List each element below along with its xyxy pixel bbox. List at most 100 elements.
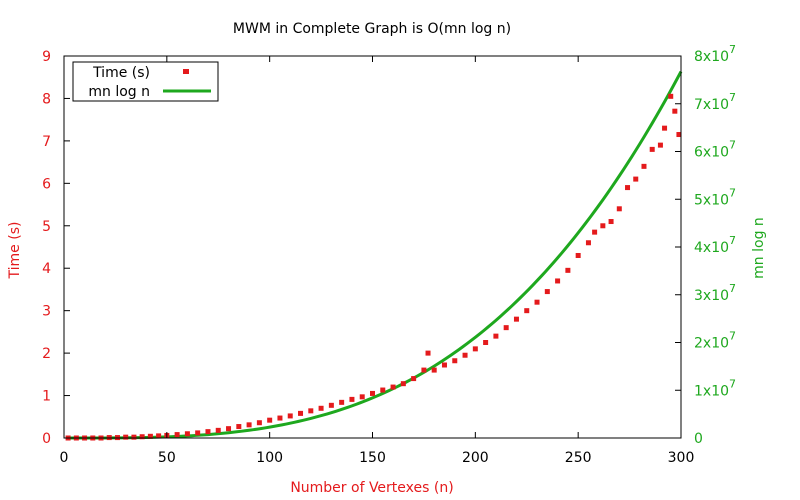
data-point-time	[380, 387, 386, 393]
data-point-time	[555, 278, 561, 284]
chart-title: MWM in Complete Graph is O(mn log n)	[233, 21, 511, 37]
y-left-tick-label: 8	[42, 91, 51, 107]
y-right-tick-label: 2x107	[694, 330, 736, 352]
data-point-time	[277, 415, 283, 421]
y-left-tick-label: 0	[42, 431, 51, 447]
x-axis-label: Number of Vertexes (n)	[290, 480, 453, 496]
data-point-time	[585, 240, 591, 246]
y-axis-right: 0 1x107 2x107 3x107 4x107 5x107 6x107 7x107 8x10…	[675, 43, 736, 447]
data-point-time	[592, 229, 598, 235]
data-point-time	[184, 431, 190, 437]
data-point-time	[205, 429, 211, 435]
data-point-time	[657, 142, 663, 148]
data-point-time	[174, 432, 180, 438]
data-point-time	[493, 333, 499, 339]
data-point-time	[662, 125, 668, 131]
data-point-time	[441, 362, 447, 368]
data-point-time	[483, 340, 489, 345]
y-axis-left: 0 1 2 3 4 5 6 7 8 9	[42, 49, 70, 447]
x-tick-label: 150	[359, 450, 386, 466]
data-point-time	[668, 93, 674, 99]
y-left-tick-label: 5	[42, 219, 51, 235]
x-tick-label: 300	[668, 450, 695, 466]
y-left-tick-label: 6	[42, 176, 51, 192]
data-point-time	[370, 390, 375, 396]
data-point-time	[359, 394, 365, 400]
data-point-time	[215, 427, 221, 433]
data-point-time	[616, 206, 622, 212]
data-point-time	[676, 132, 682, 138]
y-left-tick-label: 9	[42, 49, 51, 65]
data-point-time	[246, 422, 252, 428]
data-point-time	[139, 434, 145, 440]
x-axis: 0 50 100 150 200 250 300	[60, 56, 695, 466]
data-point-time	[147, 433, 153, 439]
data-point-time	[672, 108, 678, 114]
x-tick-label: 50	[158, 450, 176, 466]
data-point-time	[452, 358, 458, 364]
y-axis-right-label: mn log n	[751, 217, 767, 279]
data-point-time	[633, 176, 639, 182]
data-point-time	[308, 408, 314, 414]
y-right-tick-label: 7x107	[694, 91, 736, 113]
y-right-tick-label: 5x107	[694, 186, 736, 208]
data-point-time	[411, 376, 417, 382]
data-point-time	[462, 352, 468, 358]
data-point-time	[472, 346, 478, 352]
legend-swatch-time	[183, 69, 189, 74]
y-right-tick-label: 6x107	[694, 139, 736, 161]
data-point-time	[298, 410, 304, 416]
series-line-mn-log-n	[68, 70, 683, 440]
data-point-time	[256, 420, 262, 426]
data-point-time	[349, 396, 355, 402]
plot-frame	[63, 55, 682, 439]
data-point-time	[608, 219, 614, 225]
y-left-tick-label: 1	[42, 389, 51, 405]
data-point-time	[328, 402, 334, 408]
data-point-time	[534, 299, 540, 305]
data-point-time	[641, 163, 647, 169]
y-right-tick-label: 3x107	[694, 282, 736, 304]
legend-label-mn-log-n: mn log n	[88, 84, 150, 100]
x-tick-label: 250	[565, 450, 592, 466]
y-right-tick-label: 0	[694, 431, 703, 447]
y-right-tick-label: 1x107	[694, 377, 736, 399]
x-tick-label: 100	[256, 450, 283, 466]
data-point-time	[524, 308, 530, 314]
data-point-time	[195, 430, 201, 436]
data-point-time	[425, 350, 431, 356]
data-point-time	[226, 426, 232, 432]
y-right-tick-label: 4x107	[694, 234, 736, 256]
data-point-time	[339, 399, 345, 405]
x-tick-label: 0	[60, 450, 69, 466]
y-axis-left-label: Time (s)	[7, 222, 23, 280]
data-point-time	[503, 325, 509, 331]
series-mn-log-n-layer	[68, 70, 683, 440]
y-right-tick-label: 8x107	[694, 43, 736, 65]
data-point-time	[513, 316, 519, 322]
legend: Time (s) mn log n	[72, 61, 219, 102]
data-point-time	[318, 405, 324, 411]
data-point-time	[421, 367, 427, 373]
data-point-time	[625, 185, 631, 191]
legend-box	[72, 61, 219, 102]
data-point-time	[400, 381, 406, 387]
data-point-time	[649, 146, 655, 152]
data-point-time	[236, 424, 242, 430]
y-left-tick-label: 4	[42, 261, 51, 277]
data-point-time	[575, 252, 581, 258]
data-point-time	[287, 413, 293, 419]
y-left-tick-label: 7	[42, 134, 51, 150]
data-point-time	[390, 384, 396, 390]
y-left-tick-label: 2	[42, 346, 51, 362]
data-point-time	[131, 434, 137, 440]
data-point-time	[600, 223, 606, 229]
series-time-layer	[65, 93, 682, 441]
legend-label-time: Time (s)	[92, 65, 150, 81]
data-point-time	[565, 267, 571, 273]
data-point-time	[431, 367, 437, 373]
y-left-tick-label: 3	[42, 304, 51, 320]
data-point-time	[267, 417, 273, 423]
data-point-time	[156, 433, 162, 439]
